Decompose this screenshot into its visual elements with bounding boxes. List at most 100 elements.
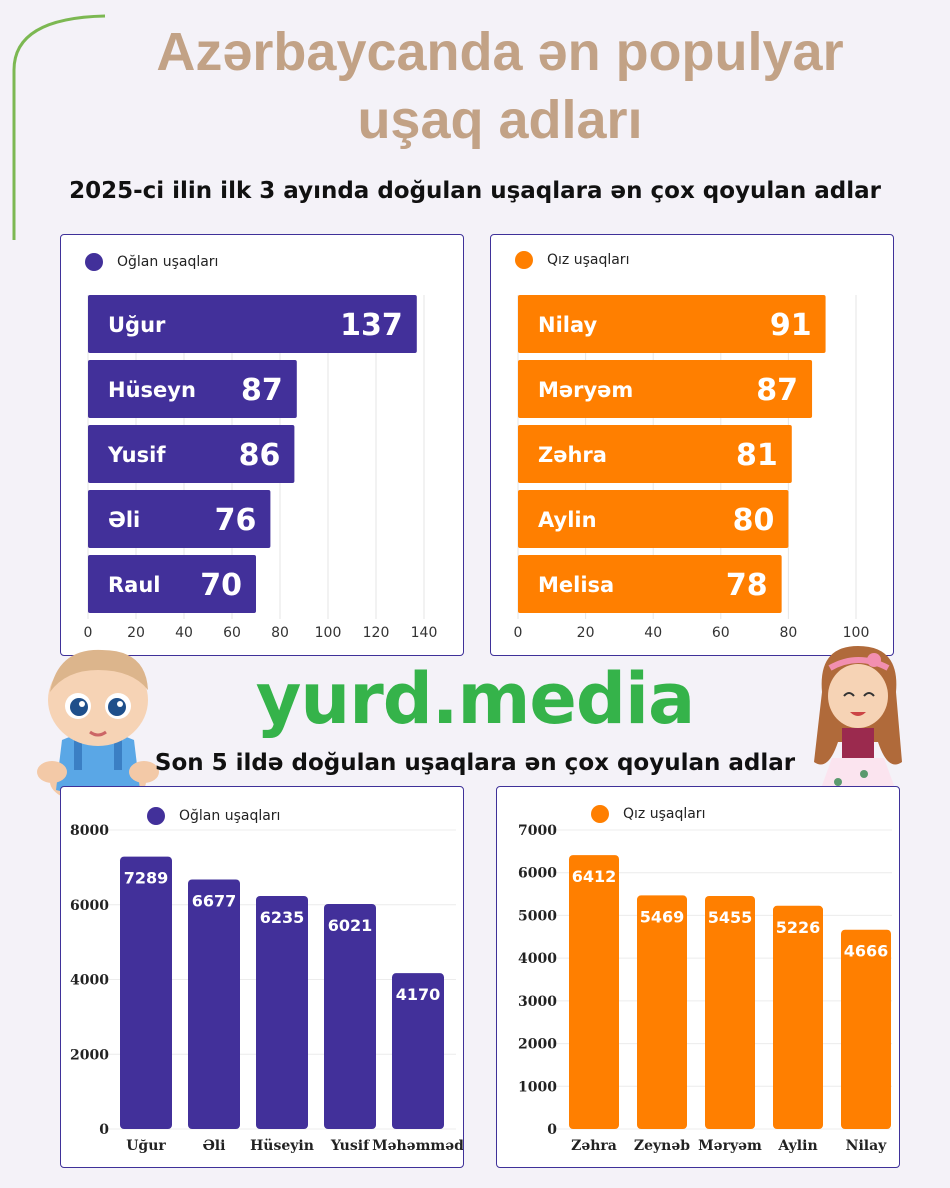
- bar: [392, 973, 444, 1129]
- x-category-label: Məryəm: [698, 1138, 762, 1154]
- girls-5yr-panel: Qız uşaqları 0 1000 2000 3000 4000 5000 6000 70…: [496, 786, 900, 1168]
- x-category-label: Hüseyin: [250, 1138, 314, 1154]
- y-tick-label: 3000: [518, 994, 557, 1010]
- bar-value-label: 87: [756, 373, 798, 408]
- bar: [88, 555, 256, 613]
- bar: [518, 295, 826, 353]
- y-tick-label: 6000: [70, 898, 109, 914]
- x-tick-label: 60: [712, 625, 730, 641]
- bar-value-label: 6677: [192, 891, 237, 910]
- y-tick-label: 6000: [518, 866, 557, 882]
- legend-boys-2025: Oğlan uşaqları: [85, 253, 218, 271]
- y-tick-label: 7000: [518, 823, 557, 839]
- legend-dot-girls-5yr: [591, 805, 609, 823]
- x-tick-label: 20: [577, 625, 595, 641]
- legend-label-boys-5yr: Oğlan uşaqları: [179, 808, 281, 824]
- page-title-line2: uşaq adları: [357, 90, 643, 150]
- girl-illustration: [814, 646, 902, 834]
- bar-value-label: 6412: [572, 867, 617, 886]
- bar-value-label: 91: [770, 308, 812, 343]
- y-tick-label: 2000: [518, 1037, 557, 1053]
- bar-category-label: Raul: [108, 573, 161, 597]
- section1-title: 2025-ci ilin ilk 3 ayında doğulan uşaqla…: [69, 178, 881, 204]
- brand-logo: yurd.media: [255, 658, 695, 740]
- legend-dot-boys-5yr: [147, 807, 165, 825]
- legend-label-boys-2025: Oğlan uşaqları: [117, 254, 219, 270]
- girls-2025-panel: Qız uşaqları 0 20 40 60 80 100 Nilay 91 Məryəm 87…: [490, 234, 894, 656]
- x-category-label: Yusif: [330, 1138, 370, 1154]
- bar: [88, 360, 297, 418]
- bar-value-label: 6021: [328, 916, 373, 935]
- y-tick-label: 4000: [518, 951, 557, 967]
- bar-value-label: 5455: [708, 908, 753, 927]
- bar: [773, 905, 823, 1129]
- bar-value-label: 87: [241, 373, 283, 408]
- bar-value-label: 86: [239, 438, 281, 473]
- x-tick-label: 80: [271, 625, 289, 641]
- bar: [518, 425, 792, 483]
- bar: [88, 295, 417, 353]
- legend-label-girls-5yr: Qız uşaqları: [623, 806, 706, 822]
- bar-value-label: 81: [736, 438, 778, 473]
- bar: [569, 855, 619, 1129]
- x-tick-label: 120: [363, 625, 390, 641]
- bar-category-label: Hüseyn: [108, 378, 196, 402]
- bar-category-label: Məryəm: [538, 378, 633, 402]
- bar-category-label: Nilay: [538, 313, 597, 337]
- x-category-label: Uğur: [126, 1138, 166, 1154]
- x-tick-label: 40: [644, 625, 662, 641]
- bar-category-label: Uğur: [108, 313, 166, 337]
- x-tick-label: 0: [84, 625, 93, 641]
- x-tick-label: 140: [411, 625, 438, 641]
- x-category-label: Aylin: [777, 1138, 817, 1154]
- y-tick-label: 0: [547, 1122, 557, 1138]
- legend-girls-2025: Qız uşaqları: [515, 251, 629, 269]
- section2-title: Son 5 ildə doğulan uşaqlara ən çox qoyul…: [154, 750, 796, 776]
- boys-2025-panel: Oğlan uşaqları 0 20 40 60 80 100 120 140 Uğur 137…: [60, 234, 464, 656]
- bar-value-label: 80: [733, 503, 775, 538]
- bar: [518, 360, 813, 418]
- bar-value-label: 4170: [396, 985, 441, 1004]
- boys-5yr-panel: Oğlan uşaqları 0 2000 4000 6000 8000 7289 Uğur…: [60, 786, 464, 1168]
- corner-arc-decoration: [12, 14, 106, 240]
- page-title: Azərbaycanda ən populyar uşaq adları: [90, 18, 910, 154]
- x-tick-label: 40: [175, 625, 193, 641]
- boys-5yr-chart: 0 2000 4000 6000 8000 7289 Uğur 6677 Əli 6235 Hüse…: [70, 823, 463, 1154]
- girls-2025-chart: 0 20 40 60 80 100 Nilay 91 Məryəm 87 Zəhra 81 Aylin 8…: [514, 295, 870, 641]
- bar-value-label: 5226: [776, 918, 821, 937]
- bar: [324, 903, 376, 1129]
- legend-dot-girls: [515, 251, 533, 269]
- bar-value-label: 6235: [260, 908, 305, 927]
- y-tick-label: 5000: [518, 908, 557, 924]
- x-tick-label: 0: [514, 625, 523, 641]
- legend-dot-boys: [85, 253, 103, 271]
- bar: [518, 555, 782, 613]
- x-tick-label: 100: [315, 625, 342, 641]
- x-tick-label: 80: [779, 625, 797, 641]
- x-category-label: Zeynəb: [634, 1138, 690, 1154]
- bar-value-label: 70: [200, 568, 242, 603]
- bar: [518, 490, 789, 548]
- x-tick-label: 100: [843, 625, 870, 641]
- bar: [88, 490, 271, 548]
- girls-5yr-chart: 0 1000 2000 3000 4000 5000 6000 7000 6412 Zəhra 54…: [518, 823, 892, 1154]
- bar: [841, 929, 891, 1129]
- bar-category-label: Zəhra: [538, 443, 607, 467]
- bar-value-label: 7289: [124, 869, 169, 888]
- bar-value-label: 76: [215, 503, 257, 538]
- bar-category-label: Yusif: [107, 443, 166, 467]
- baby-boy-illustration: [37, 649, 159, 804]
- y-tick-label: 0: [99, 1122, 109, 1138]
- bar-category-label: Aylin: [538, 508, 597, 532]
- y-tick-label: 2000: [70, 1047, 109, 1063]
- bar: [88, 425, 295, 483]
- y-tick-label: 4000: [70, 973, 109, 989]
- x-tick-label: 20: [127, 625, 145, 641]
- x-tick-label: 60: [223, 625, 241, 641]
- x-category-label: Əli: [203, 1138, 226, 1154]
- boys-2025-chart: 0 20 40 60 80 100 120 140 Uğur 137 Hüseyn 87 Yusif 86…: [84, 295, 438, 641]
- bar-value-label: 5469: [640, 907, 685, 926]
- bar-value-label: 4666: [844, 942, 889, 961]
- bar: [188, 879, 240, 1129]
- y-tick-label: 8000: [70, 823, 109, 839]
